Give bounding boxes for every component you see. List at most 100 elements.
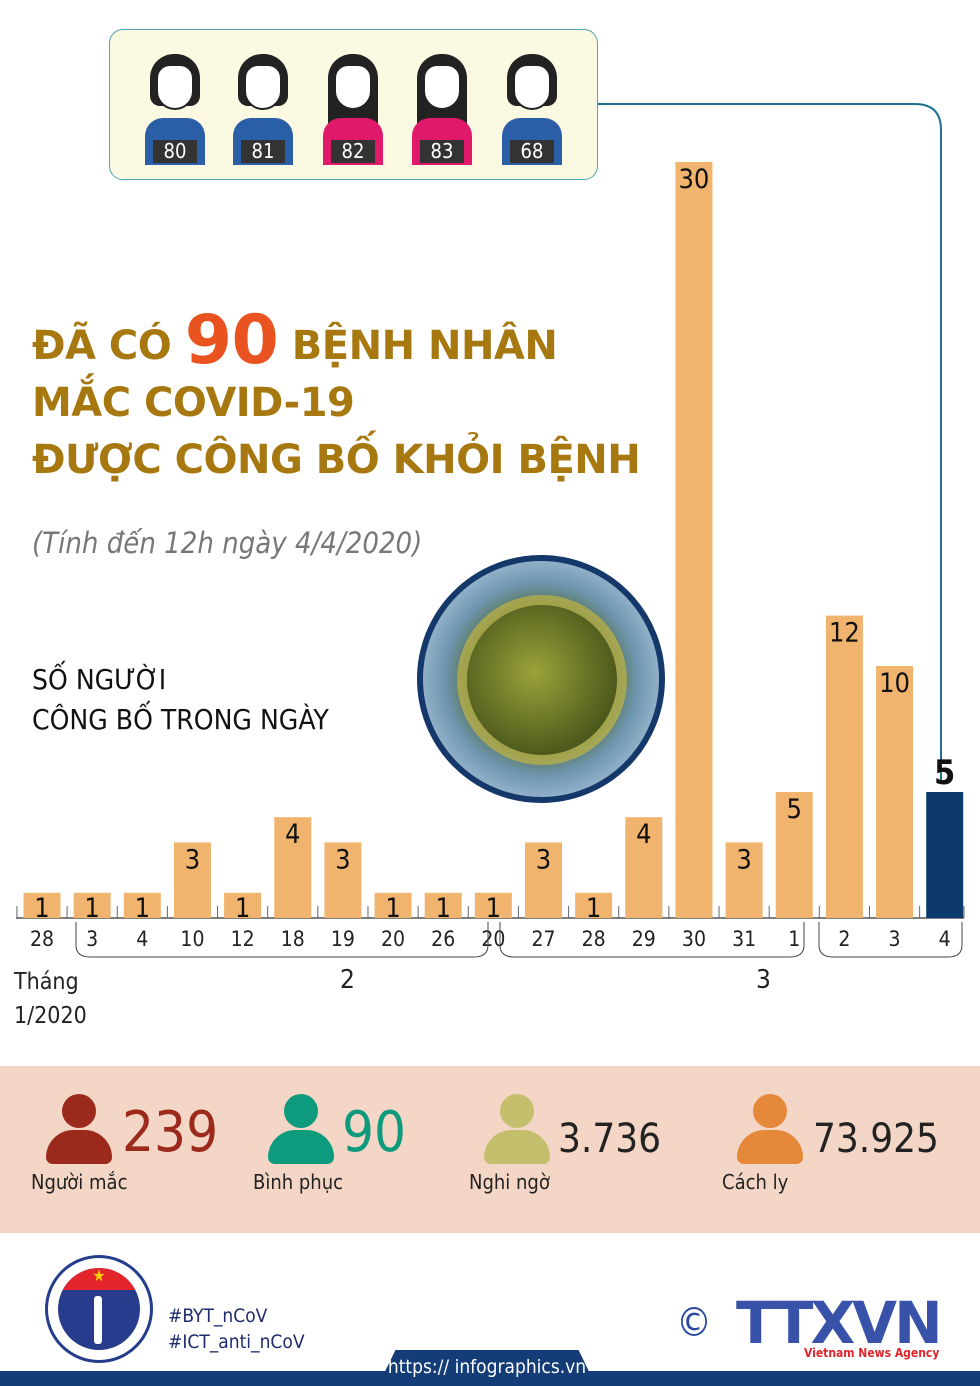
recovered-patients-box: 80 81 82 83 68 <box>109 29 598 180</box>
x-tick-label: 18 <box>281 927 305 951</box>
bar-value-label: 1 <box>84 893 99 924</box>
patient-avatar: 68 <box>502 50 562 165</box>
bar-value-label: 3 <box>185 844 200 875</box>
bar <box>23 892 61 918</box>
bar-value-label: 3 <box>536 844 551 875</box>
bar <box>123 892 161 918</box>
bar <box>73 892 111 918</box>
stat-label: Bình phục <box>253 1170 343 1194</box>
patient-avatar: 82 <box>323 50 383 165</box>
patient-age: 81 <box>241 140 285 163</box>
bar <box>876 666 914 918</box>
bar <box>474 892 512 918</box>
bar-value-label: 5 <box>787 794 802 825</box>
title-line2: MẮC COVID-19 <box>32 380 355 426</box>
page-title: ĐÃ CÓ 90 BỆNH NHÂN MẮC COVID-19 ĐƯỢC CÔN… <box>32 307 641 489</box>
bar-value-label: 10 <box>879 668 910 699</box>
subtitle: (Tính đến 12h ngày 4/4/2020) <box>32 526 423 560</box>
bar <box>424 892 462 918</box>
x-tick-label: 27 <box>531 927 555 951</box>
bar <box>725 842 763 918</box>
x-tick-label: 20 <box>481 927 505 951</box>
bar <box>224 892 262 918</box>
month-bracket <box>75 922 489 958</box>
person-icon <box>46 1094 112 1164</box>
bar-value-label: 30 <box>678 164 709 195</box>
patient-avatar: 80 <box>145 50 205 165</box>
ttxvn-logo: TTXVN <box>736 1289 943 1357</box>
person-icon <box>484 1094 550 1164</box>
stat-value: 73.925 <box>813 1116 939 1162</box>
hashtag-byt: #BYT_nCoV <box>168 1305 268 1327</box>
x-tick-label: 4 <box>136 927 148 951</box>
x-tick-label: 20 <box>381 927 405 951</box>
recovered-count: 90 <box>184 301 279 380</box>
x-tick-label: 29 <box>632 927 656 951</box>
bar-value-label: 1 <box>34 893 49 924</box>
bar-value-label: 3 <box>335 844 350 875</box>
stat-label: Cách ly <box>722 1170 789 1194</box>
daily-recoveries-chart: 1281314310112418319120126120327128429303… <box>16 162 965 958</box>
bar <box>324 842 362 918</box>
title-text: BỆNH NHÂN <box>291 323 558 369</box>
stat-label: Nghi ngờ <box>469 1170 550 1194</box>
bar-value-label: 1 <box>135 893 150 924</box>
x-tick-label: 12 <box>231 927 255 951</box>
bar-value-label: 3 <box>736 844 751 875</box>
bar <box>775 792 813 918</box>
hashtag-ict: #ICT_anti_nCoV <box>168 1331 305 1353</box>
stat-label: Người mắc <box>31 1170 128 1194</box>
stats-band: 239 Người mắc 90 Bình phục 3.736 Nghi ng… <box>0 1066 980 1233</box>
stat-value: 90 <box>342 1100 407 1165</box>
person-icon <box>737 1094 803 1164</box>
copyright-icon: © <box>676 1300 712 1346</box>
patient-age: 68 <box>510 140 554 163</box>
bar <box>274 817 312 918</box>
patient-avatar: 83 <box>412 50 472 165</box>
bar <box>825 615 863 918</box>
patient-age: 80 <box>153 140 197 163</box>
x-tick-label: 10 <box>180 927 204 951</box>
bar <box>625 817 663 918</box>
bar-value-label: 1 <box>486 893 501 924</box>
bar <box>675 162 713 918</box>
chart-label-line1: SỐ NGƯỜI <box>32 663 167 696</box>
x-tick-label: 4 <box>939 927 951 951</box>
bar <box>926 792 964 918</box>
x-tick-label: 30 <box>682 927 706 951</box>
bar <box>525 842 562 918</box>
bar <box>173 842 211 918</box>
bar-value-label: 12 <box>829 618 860 649</box>
bar-value-label: 1 <box>435 893 450 924</box>
month-label-jan: Tháng 1/2020 <box>14 969 87 1029</box>
website-link[interactable]: https:// infographics.vn <box>378 1350 596 1386</box>
bar <box>374 892 412 918</box>
stat-value: 239 <box>122 1100 219 1165</box>
hashtags: #BYT_nCoV #ICT_anti_nCoV <box>168 1303 305 1355</box>
x-tick-label: 1 <box>788 927 800 951</box>
stat-value: 3.736 <box>558 1116 661 1162</box>
x-tick-label: 26 <box>431 927 455 951</box>
month-bracket <box>818 922 963 958</box>
month-bracket <box>499 922 805 958</box>
bar-value-label: 1 <box>586 893 601 924</box>
bar-value-label: 4 <box>285 819 300 850</box>
patient-avatar: 81 <box>233 50 293 165</box>
title-text: ĐÃ CÓ <box>32 323 172 369</box>
bar <box>575 892 613 918</box>
month-label-mar: 3 <box>756 965 771 995</box>
ministry-of-health-logo: ★ <box>45 1255 153 1363</box>
x-tick-label: 28 <box>30 927 54 951</box>
chart-label-line2: CÔNG BỐ TRONG NGÀY <box>32 703 329 736</box>
patient-age: 82 <box>331 140 375 163</box>
x-tick-label: 3 <box>86 927 98 951</box>
bar-value-label: 4 <box>636 819 651 850</box>
bar-value-label: 1 <box>385 893 400 924</box>
chart-label: SỐ NGƯỜI CÔNG BỐ TRONG NGÀY <box>32 660 329 740</box>
bar-value-label: 5 <box>934 753 955 793</box>
x-tick-label: 28 <box>582 927 606 951</box>
x-tick-label: 2 <box>838 927 850 951</box>
person-icon <box>268 1094 334 1164</box>
x-tick-label: 3 <box>889 927 901 951</box>
